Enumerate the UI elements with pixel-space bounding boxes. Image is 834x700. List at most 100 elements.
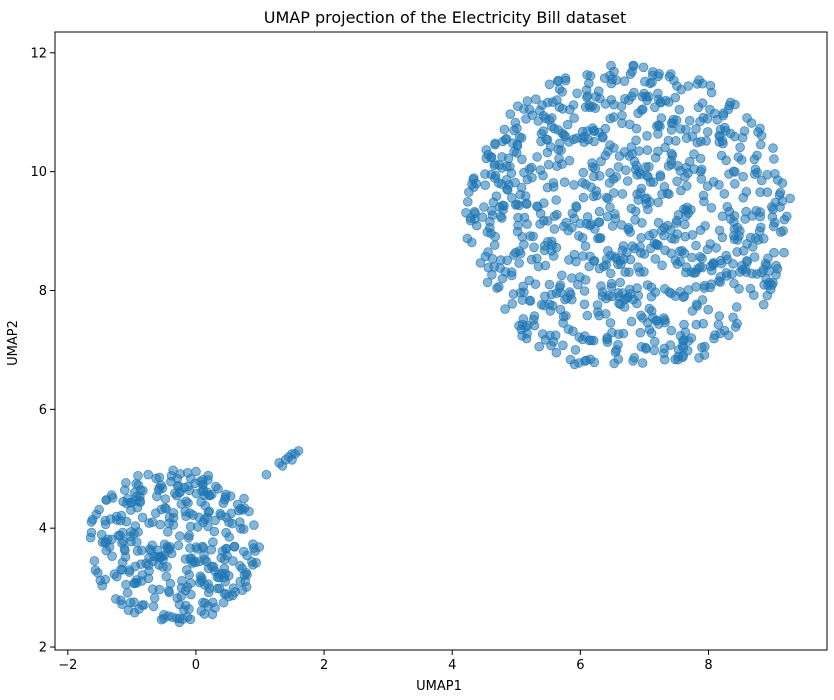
scatter-point (558, 340, 568, 351)
scatter-point (90, 565, 101, 575)
scatter-point (679, 319, 689, 330)
scatter-point (655, 97, 666, 107)
scatter-point (507, 298, 518, 309)
scatter-point (148, 601, 159, 612)
scatter-point (718, 108, 729, 118)
scatter-point (122, 588, 133, 598)
scatter-point (738, 192, 748, 203)
scatter-point (675, 124, 686, 134)
scatter-point (464, 187, 474, 197)
scatter-point (557, 159, 567, 169)
scatter-point (705, 261, 716, 272)
scatter-point (631, 135, 641, 146)
scatter-point (535, 165, 546, 175)
scatter-point (770, 169, 780, 179)
scatter-point (519, 167, 529, 178)
scatter-point (133, 470, 143, 481)
scatter-point (613, 339, 623, 350)
scatter-point (731, 302, 742, 312)
scatter-point (494, 202, 505, 212)
scatter-point (565, 289, 576, 300)
scatter-point (530, 279, 541, 290)
scatter-point (161, 571, 172, 582)
scatter-point (199, 554, 210, 565)
scatter-point (605, 140, 615, 150)
scatter-point (96, 529, 107, 540)
scatter-point (176, 591, 187, 601)
scatter-point (545, 306, 556, 316)
scatter-point (615, 255, 625, 266)
scatter-point (767, 212, 778, 222)
scatter-point (132, 502, 143, 513)
scatter-point (678, 350, 689, 361)
y-tick-label: 10 (30, 165, 47, 180)
scatter-point (723, 330, 734, 341)
scatter-point (771, 260, 781, 271)
scatter-point (638, 62, 649, 73)
scatter-point (750, 164, 761, 175)
scatter-point (479, 202, 489, 212)
scatter-point (554, 282, 565, 293)
scatter-point (666, 148, 677, 159)
scatter-point (656, 113, 667, 123)
scatter-point (584, 335, 595, 346)
scatter-point (691, 240, 701, 251)
scatter-point (293, 446, 304, 456)
scatter-point (531, 253, 542, 264)
scatter-point (107, 551, 117, 561)
scatter-point (249, 520, 259, 530)
scatter-point (547, 240, 557, 250)
scatter-point (614, 298, 624, 309)
scatter-point (758, 299, 769, 310)
scatter-point (129, 487, 140, 498)
scatter-point (641, 91, 651, 102)
scatter-point (716, 150, 727, 161)
scatter-point (538, 126, 548, 136)
x-tick-label: −2 (58, 658, 77, 673)
scatter-point (230, 587, 241, 597)
scatter-point (177, 575, 187, 586)
scatter-point (158, 562, 168, 572)
scatter-point (637, 358, 648, 368)
scatter-point (483, 262, 494, 273)
scatter-point (587, 123, 598, 133)
scatter-point (573, 279, 583, 290)
scatter-point (585, 71, 596, 81)
scatter-point (694, 262, 705, 272)
scatter-point (683, 285, 694, 295)
scatter-point (549, 123, 560, 134)
scatter-point (617, 189, 628, 199)
scatter-point (533, 116, 544, 126)
scatter-point (768, 143, 778, 153)
scatter-point (653, 217, 664, 228)
scatter-point (551, 347, 562, 358)
scatter-point (579, 299, 590, 310)
scatter-point (139, 600, 149, 610)
scatter-point (672, 215, 682, 226)
scatter-point (173, 540, 184, 551)
x-axis-label: UMAP1 (416, 679, 462, 694)
scatter-point (623, 223, 634, 233)
scatter-point (202, 487, 212, 498)
scatter-point (191, 466, 201, 477)
scatter-point (512, 123, 522, 134)
scatter-point (659, 315, 670, 325)
scatter-point (680, 211, 691, 221)
scatter-point (779, 247, 789, 258)
scatter-point (200, 580, 210, 590)
scatter-point (703, 304, 713, 315)
scatter-point (477, 212, 488, 223)
chart-title: UMAP projection of the Electricity Bill … (264, 8, 627, 27)
scatter-point (123, 605, 134, 615)
scatter-point (486, 228, 496, 239)
scatter-point (200, 500, 211, 511)
scatter-point (679, 248, 690, 259)
scatter-point (684, 156, 695, 167)
scatter-point (591, 91, 601, 102)
scatter-point (665, 340, 676, 350)
scatter-point (147, 517, 158, 527)
scatter-point (563, 324, 574, 335)
scatter-point (655, 171, 666, 182)
scatter-point (669, 234, 680, 244)
scatter-point (500, 267, 511, 277)
